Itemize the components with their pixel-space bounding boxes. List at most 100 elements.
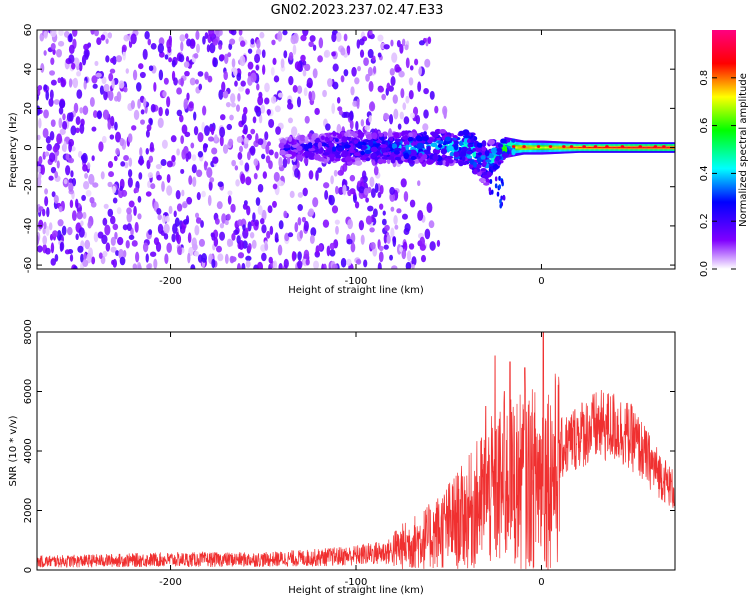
- heatmap-cell: [404, 222, 411, 233]
- heatmap-cell: [38, 156, 43, 165]
- heatmap-cell: [347, 189, 352, 197]
- heatmap-cell: [103, 203, 109, 209]
- heatmap-cell: [227, 190, 233, 196]
- heatmap-cell: [289, 190, 295, 199]
- heatmap-cell: [355, 143, 361, 148]
- heatmap-cell: [331, 51, 336, 57]
- heatmap-cell: [198, 238, 205, 247]
- heatmap-cell: [410, 155, 417, 160]
- heatmap-cell: [288, 75, 294, 86]
- heatmap-cell: [423, 109, 429, 119]
- heatmap-cell: [481, 146, 487, 153]
- heatmap-cell: [343, 144, 351, 149]
- heatmap-cell: [157, 214, 162, 221]
- heatmap-cell: [242, 128, 248, 135]
- heatmap-cell: [418, 40, 425, 46]
- heatmap-cell: [147, 180, 151, 189]
- heatmap-cell: [664, 146, 667, 149]
- heatmap-cell: [405, 57, 410, 69]
- heatmap-cell: [476, 142, 483, 148]
- heatmap-cell: [57, 40, 65, 47]
- heatmap-cell: [377, 52, 382, 58]
- heatmap-cell: [181, 189, 185, 197]
- heatmap-cell: [544, 146, 547, 149]
- spectrogram-y-tick-label: 40: [23, 63, 34, 76]
- heatmap-cell: [80, 220, 84, 227]
- heatmap-cell: [94, 60, 99, 66]
- heatmap-cell: [40, 164, 45, 175]
- heatmap-cell: [627, 146, 630, 149]
- heatmap-cell: [241, 113, 247, 124]
- heatmap-cell: [615, 146, 618, 149]
- heatmap-cell: [365, 197, 369, 203]
- heatmap-cell: [560, 146, 562, 149]
- heatmap-cell: [660, 146, 662, 149]
- heatmap-cell: [58, 206, 63, 213]
- heatmap-cell: [360, 119, 365, 127]
- heatmap-cell: [183, 98, 188, 110]
- heatmap-cell: [259, 218, 265, 225]
- heatmap-cell: [429, 241, 436, 251]
- heatmap-cell: [43, 221, 47, 230]
- heatmap-cell: [308, 147, 316, 152]
- heatmap-cell: [280, 58, 285, 69]
- heatmap-cell: [331, 103, 336, 115]
- heatmap-cell: [378, 132, 383, 137]
- heatmap-cell: [378, 245, 384, 252]
- heatmap-cell: [202, 143, 208, 153]
- heatmap-cell: [208, 180, 213, 191]
- heatmap-cell: [409, 199, 416, 208]
- heatmap-cell: [340, 152, 347, 158]
- heatmap-cell: [190, 264, 196, 269]
- heatmap-cell: [254, 53, 261, 64]
- heatmap-cell: [123, 34, 130, 42]
- heatmap-cell: [500, 178, 504, 184]
- heatmap-cell: [49, 89, 54, 100]
- heatmap-cell: [247, 221, 252, 232]
- heatmap-cell: [343, 33, 348, 42]
- heatmap-cell: [326, 245, 331, 257]
- heatmap-cell: [115, 148, 120, 156]
- heatmap-cell: [95, 72, 102, 78]
- heatmap-cell: [434, 105, 439, 114]
- heatmap-cell: [360, 150, 366, 156]
- heatmap-cell: [337, 169, 344, 176]
- heatmap-cell: [45, 135, 51, 144]
- heatmap-cell: [449, 152, 455, 157]
- heatmap-cell: [287, 117, 293, 124]
- heatmap-cell: [522, 145, 526, 148]
- heatmap-cell: [44, 188, 49, 195]
- heatmap-cell: [294, 222, 299, 233]
- heatmap-cell: [183, 61, 190, 68]
- heatmap-cell: [409, 112, 415, 119]
- heatmap-cell: [131, 125, 137, 131]
- heatmap-cell: [222, 90, 229, 99]
- heatmap-cell: [235, 179, 240, 187]
- heatmap-cell: [463, 134, 471, 139]
- heatmap-cell: [148, 155, 154, 163]
- spectrogram-x-tick-label: 0: [538, 276, 544, 287]
- heatmap-cell: [394, 224, 399, 230]
- heatmap-cell: [389, 186, 396, 195]
- heatmap-cell: [71, 210, 77, 222]
- snr-background: [37, 332, 675, 570]
- heatmap-cell: [234, 165, 239, 171]
- heatmap-cell: [369, 176, 375, 188]
- heatmap-cell: [107, 181, 113, 188]
- heatmap-cell: [287, 102, 294, 110]
- heatmap-cell: [171, 59, 176, 68]
- heatmap-cell: [532, 146, 534, 149]
- heatmap-cell: [344, 156, 352, 162]
- heatmap-cell: [212, 156, 219, 164]
- heatmap-cell: [75, 233, 79, 241]
- heatmap-cell: [626, 146, 629, 149]
- heatmap-cell: [317, 167, 323, 173]
- heatmap-cell: [580, 146, 582, 149]
- heatmap-cell: [361, 170, 367, 180]
- heatmap-cell: [270, 67, 275, 76]
- heatmap-cell: [326, 147, 333, 154]
- heatmap-cell: [258, 114, 263, 124]
- heatmap-cell: [138, 172, 143, 180]
- heatmap-cell: [193, 53, 199, 59]
- heatmap-cell: [202, 35, 206, 45]
